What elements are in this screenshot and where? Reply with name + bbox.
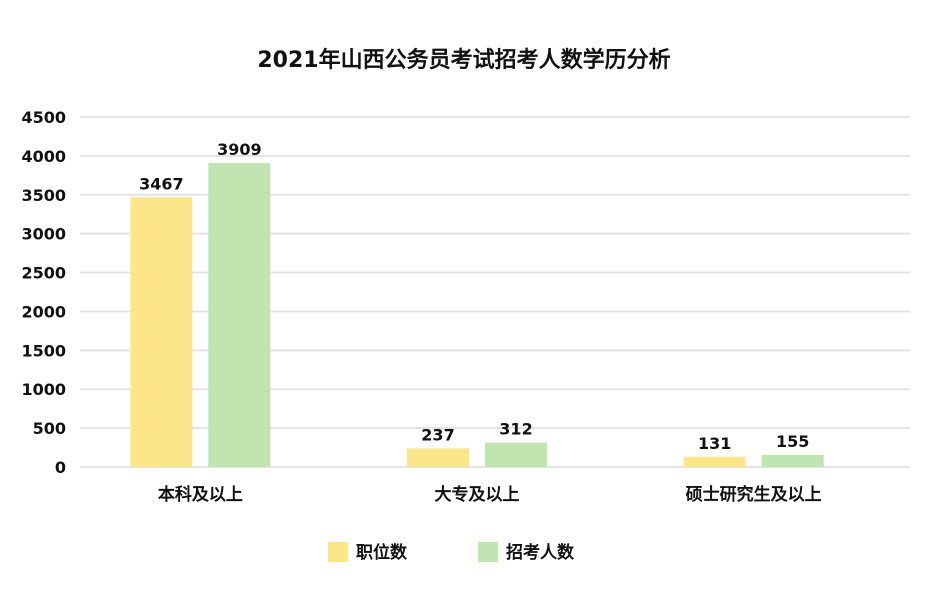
x-axis-categories: 本科及以上 大专及以上 硕士研究生及以上 (158, 484, 822, 505)
y-tick-label: 1500 (21, 341, 66, 360)
x-category-label: 本科及以上 (158, 484, 243, 505)
y-axis-ticks: 0 500 1000 1500 2000 2500 3000 3500 4000 4500 (21, 108, 66, 477)
data-labels: 3467 3909 237 312 131 155 (139, 140, 809, 453)
legend: 职位数 招考人数 (328, 542, 575, 563)
data-label: 237 (421, 426, 454, 445)
data-label: 3909 (217, 140, 262, 159)
y-tick-label: 4000 (21, 147, 66, 166)
data-label: 3467 (139, 174, 184, 193)
chart-title: 2021年山西公务员考试招考人数学历分析 (257, 47, 670, 73)
y-tick-label: 2000 (21, 302, 66, 321)
y-tick-label: 3500 (21, 186, 66, 205)
bar (208, 162, 271, 467)
legend-label: 招考人数 (506, 542, 575, 563)
y-tick-label: 500 (33, 419, 66, 438)
y-tick-label: 0 (55, 458, 66, 477)
bar (407, 448, 469, 467)
y-tick-label: 1000 (21, 380, 66, 399)
x-category-label: 硕士研究生及以上 (686, 484, 822, 505)
bar (761, 454, 824, 467)
y-tick-label: 4500 (21, 108, 66, 127)
x-category-label: 大专及以上 (435, 484, 520, 505)
data-label: 312 (499, 420, 532, 439)
y-tick-label: 3000 (21, 225, 66, 244)
bar (130, 197, 193, 467)
bar (683, 456, 746, 467)
bars (130, 162, 824, 467)
legend-label: 职位数 (356, 542, 408, 563)
legend-swatch (478, 542, 498, 562)
data-label: 155 (776, 432, 809, 451)
y-tick-label: 2500 (21, 264, 66, 283)
legend-swatch (328, 542, 348, 562)
data-label: 131 (698, 434, 731, 453)
bar (485, 442, 547, 467)
gridlines (80, 116, 910, 468)
